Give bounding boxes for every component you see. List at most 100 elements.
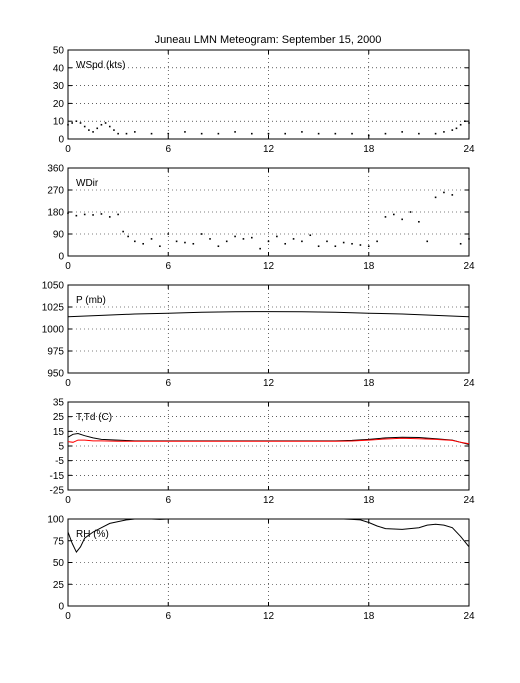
x-tick-label: 12 [263, 144, 275, 155]
data-point [200, 233, 203, 235]
data-point [122, 230, 124, 233]
series-line-0 [67, 311, 470, 318]
y-tick-label: 1000 [42, 325, 65, 336]
data-point [75, 120, 78, 122]
data-point [359, 244, 362, 246]
data-point [184, 131, 186, 133]
x-tick-label: 18 [363, 611, 375, 622]
x-tick-label: 12 [263, 611, 275, 622]
x-tick-label: 6 [165, 144, 171, 155]
data-point [167, 233, 170, 235]
data-point [334, 132, 337, 135]
y-tick-label: -15 [50, 471, 65, 482]
data-point [459, 123, 462, 126]
data-point [418, 132, 420, 135]
y-tick-label: 0 [58, 252, 64, 263]
data-point [150, 132, 153, 135]
x-tick-label: 18 [363, 144, 375, 155]
data-point [418, 220, 420, 223]
data-point [113, 129, 115, 131]
panel-label: P (mb) [76, 295, 106, 306]
y-tick-label: 180 [47, 208, 64, 219]
x-tick-label: 24 [463, 144, 475, 155]
data-point [401, 131, 403, 133]
data-point [434, 132, 437, 135]
data-point [284, 132, 287, 135]
data-point [276, 235, 278, 238]
data-point [292, 238, 295, 240]
data-point [451, 194, 454, 196]
data-point [409, 211, 412, 213]
data-point [117, 132, 119, 135]
data-point [267, 240, 270, 243]
x-tick-label: 18 [363, 378, 375, 389]
x-tick-label: 24 [463, 495, 475, 506]
panel-4: 0 6 12 18 24 0 25 50 75 100 RH (%) [47, 515, 475, 623]
data-point [108, 216, 111, 218]
data-point [426, 240, 429, 243]
data-point [209, 238, 211, 240]
data-point [83, 125, 86, 128]
y-tick-label: 35 [53, 398, 65, 409]
x-tick-label: 24 [463, 611, 475, 622]
y-tick-label: 1050 [42, 281, 65, 292]
data-point [455, 127, 458, 130]
data-point [317, 245, 320, 248]
data-point [393, 213, 395, 216]
data-point [217, 245, 220, 248]
y-tick-label: 20 [53, 99, 65, 110]
y-tick-label: 15 [53, 427, 65, 438]
series-line-1 [67, 437, 470, 445]
data-point [334, 245, 337, 248]
y-tick-label: 50 [53, 558, 65, 569]
x-tick-label: 12 [263, 378, 275, 389]
y-tick-label: 0 [58, 135, 64, 146]
data-point [104, 122, 107, 124]
data-point [175, 240, 178, 243]
data-point [167, 132, 170, 135]
data-point [159, 245, 161, 248]
data-point [150, 238, 153, 240]
panel-2: 0 6 12 18 24 950 975 1000 1025 1050 P (mb) [42, 281, 475, 390]
y-tick-label: 25 [53, 412, 65, 423]
y-tick-label: -5 [55, 456, 64, 467]
data-point [376, 240, 378, 243]
data-point [83, 213, 86, 216]
y-tick-label: 975 [47, 347, 64, 358]
y-tick-label: 50 [53, 46, 65, 57]
figure-title: Juneau LMN Meteogram: September 15, 2000 [155, 34, 382, 46]
data-point [75, 214, 78, 217]
y-tick-label: 100 [47, 515, 64, 526]
panel-label: WSpd (kts) [76, 60, 125, 71]
data-point [100, 213, 103, 215]
y-tick-label: 0 [58, 602, 64, 613]
y-tick-label: 90 [53, 230, 65, 241]
data-point [434, 196, 437, 199]
y-tick-label: 950 [47, 369, 64, 380]
data-point [468, 238, 470, 240]
data-point [309, 234, 312, 237]
data-point [284, 242, 287, 245]
y-tick-label: 40 [53, 63, 65, 74]
data-point [259, 247, 261, 250]
panel-label: RH (%) [76, 529, 109, 540]
panel-label: WDir [76, 178, 99, 189]
y-tick-label: 75 [53, 536, 65, 547]
data-point [88, 129, 90, 131]
data-point [134, 131, 136, 133]
x-tick-label: 12 [263, 495, 275, 506]
data-point [234, 235, 236, 238]
data-point [459, 242, 462, 245]
y-tick-label: 10 [53, 117, 65, 128]
data-point [242, 238, 245, 240]
data-point [443, 191, 445, 194]
data-point [67, 212, 69, 215]
y-tick-label: 1025 [42, 303, 65, 314]
x-tick-label: 6 [165, 495, 171, 506]
data-point [384, 216, 387, 218]
data-point [326, 240, 328, 243]
y-tick-label: 25 [53, 580, 65, 591]
data-point [451, 129, 454, 131]
